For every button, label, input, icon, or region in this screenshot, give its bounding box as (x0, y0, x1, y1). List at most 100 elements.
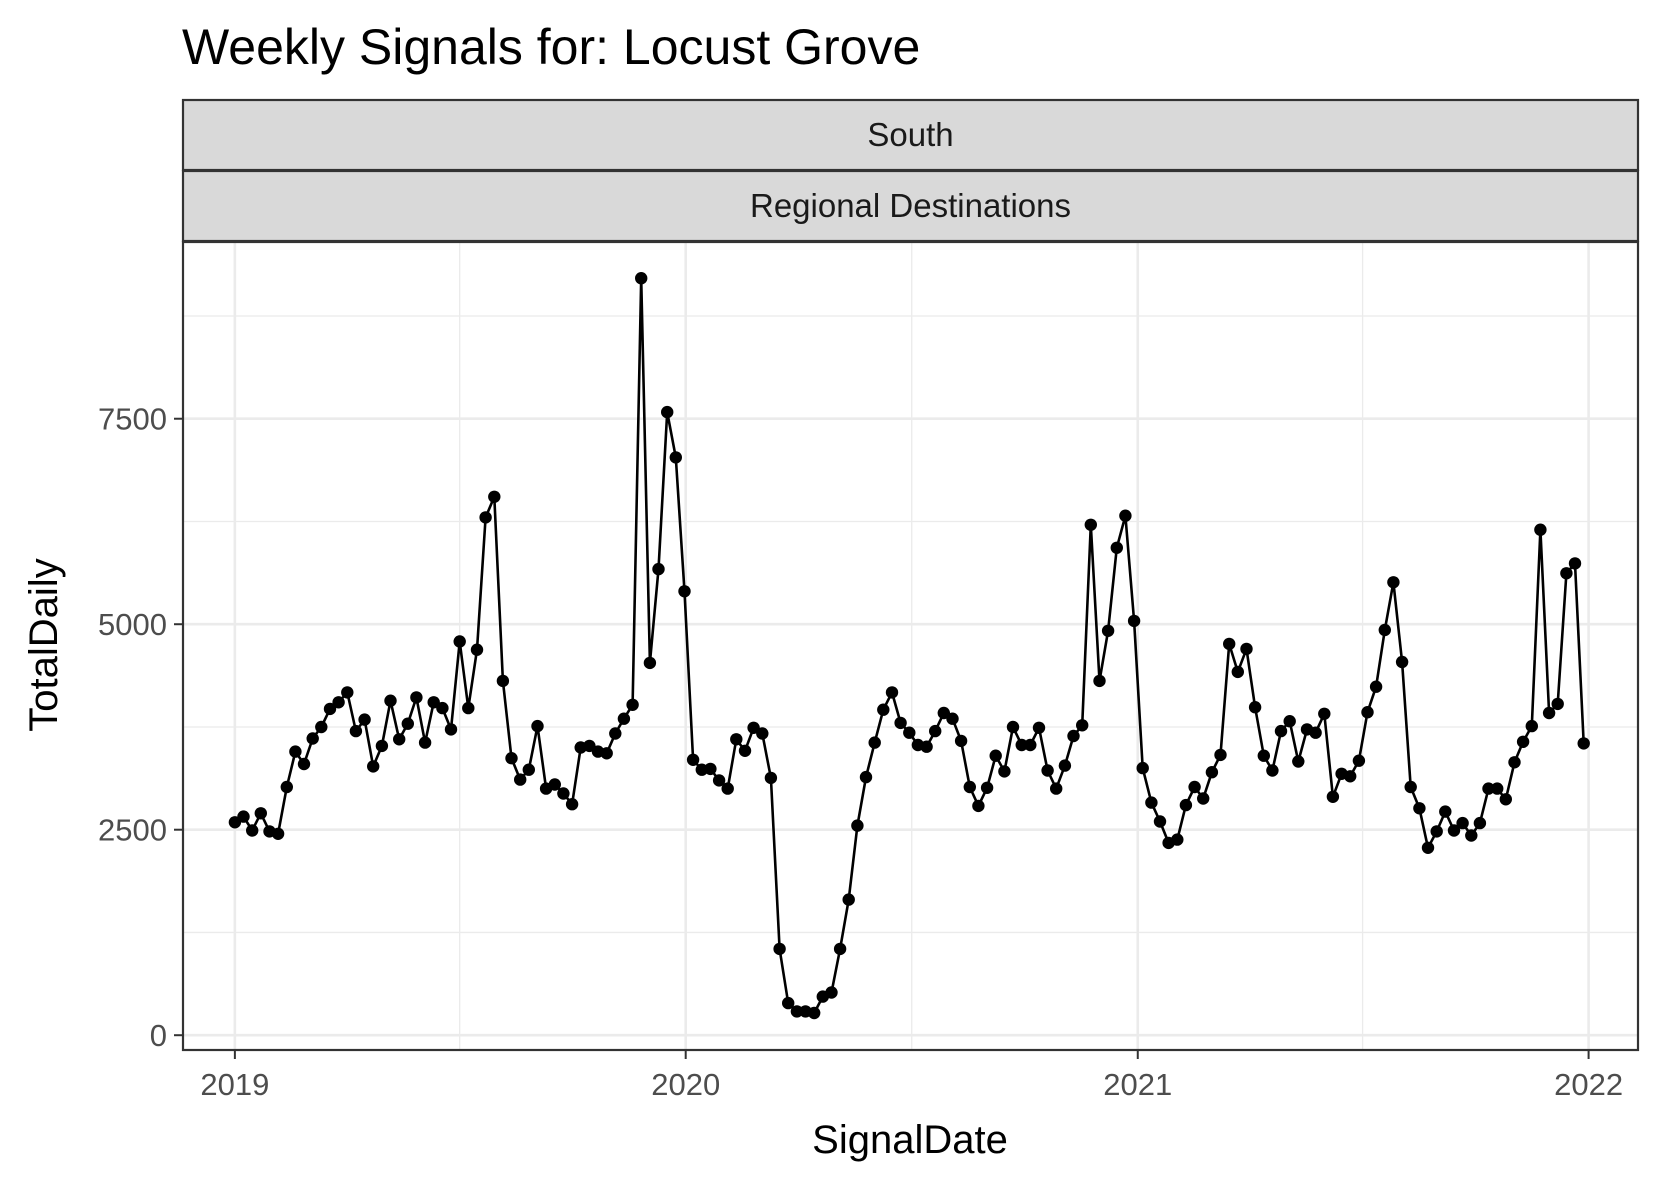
data-point (514, 773, 527, 786)
data-point (1387, 576, 1400, 589)
data-point (1110, 541, 1124, 554)
data-point (1076, 719, 1089, 732)
data-point (1352, 754, 1366, 767)
data-point (842, 893, 855, 906)
data-point (496, 674, 510, 688)
data-point (1499, 793, 1513, 806)
data-point (289, 745, 302, 758)
data-point (825, 986, 838, 999)
data-point (669, 451, 682, 464)
data-point (1188, 780, 1201, 794)
data-point (885, 686, 899, 699)
x-tick-label: 2021 (1103, 1067, 1172, 1102)
data-point (626, 698, 639, 711)
data-point (1050, 782, 1063, 795)
data-point (903, 726, 916, 739)
data-point (1145, 796, 1158, 809)
data-point (1041, 764, 1054, 777)
data-point (1127, 614, 1141, 628)
data-point (859, 770, 873, 784)
data-point (1430, 825, 1443, 838)
data-point (1101, 624, 1115, 637)
data-point (1404, 780, 1417, 794)
data-point (349, 724, 363, 738)
data-point (1179, 798, 1193, 812)
data-point (427, 696, 440, 709)
facet-strips: South Regional Destinations (181, 98, 1640, 243)
data-point (332, 696, 345, 709)
data-point (297, 757, 311, 771)
data-point (652, 562, 665, 576)
data-point (565, 798, 579, 811)
data-point (384, 694, 397, 707)
data-point (1551, 697, 1564, 711)
data-point (488, 490, 501, 503)
data-point (1369, 680, 1383, 693)
data-point (470, 643, 484, 656)
data-point (1318, 707, 1331, 720)
data-point (1119, 509, 1132, 522)
data-point (1439, 805, 1452, 818)
data-point (1248, 701, 1262, 714)
x-axis-title: SignalDate (812, 1118, 1008, 1162)
data-point (1024, 738, 1037, 752)
data-point (1197, 792, 1210, 805)
data-point (1058, 759, 1072, 772)
data-point (1525, 719, 1539, 733)
data-point (609, 727, 622, 740)
data-point (1006, 720, 1020, 734)
y-tick-label: 2500 (98, 813, 167, 848)
data-point (877, 703, 890, 716)
data-point (1257, 749, 1271, 762)
data-point (444, 723, 458, 736)
data-point (1136, 761, 1149, 775)
data-point (1240, 642, 1253, 656)
data-point (1413, 802, 1426, 815)
y-tick-label: 0 (150, 1018, 167, 1053)
data-point (367, 760, 380, 773)
data-point (704, 762, 717, 776)
data-point (557, 787, 570, 800)
series-line (234, 276, 1585, 1015)
data-point (894, 716, 907, 730)
data-point (868, 736, 881, 749)
data-point (954, 734, 968, 748)
data-point (548, 778, 561, 791)
data-point (1361, 706, 1374, 719)
data-point (393, 733, 406, 746)
data-point (808, 1006, 821, 1020)
data-point (1560, 567, 1573, 580)
data-point (1378, 623, 1392, 637)
data-point (375, 739, 389, 753)
data-point (1534, 523, 1547, 536)
data-point (1473, 816, 1487, 830)
data-point (358, 713, 371, 726)
data-point (1456, 816, 1469, 830)
data-point (1482, 782, 1495, 795)
data-point (998, 765, 1011, 778)
data-point (1568, 557, 1582, 570)
data-point (1577, 737, 1590, 750)
data-point (1266, 764, 1279, 777)
data-point (1508, 756, 1521, 769)
series-layer (228, 272, 1590, 1020)
facet-strip (181, 98, 1640, 172)
data-point (323, 702, 337, 716)
data-point (1283, 715, 1296, 728)
data-point (436, 701, 449, 715)
data-point (1093, 674, 1106, 688)
data-point (522, 763, 535, 776)
data-point (980, 781, 994, 794)
data-point (1032, 721, 1046, 734)
data-point (738, 744, 752, 757)
data-point (635, 272, 648, 285)
data-point (1205, 766, 1219, 779)
facet-strip-label: Regional Destinations (750, 187, 1071, 224)
data-point (1084, 518, 1098, 531)
data-point (254, 807, 267, 820)
y-tick-label: 5000 (98, 607, 167, 642)
data-point (1153, 815, 1167, 828)
data-point (237, 810, 250, 823)
data-point (643, 656, 657, 670)
data-point (600, 747, 613, 760)
